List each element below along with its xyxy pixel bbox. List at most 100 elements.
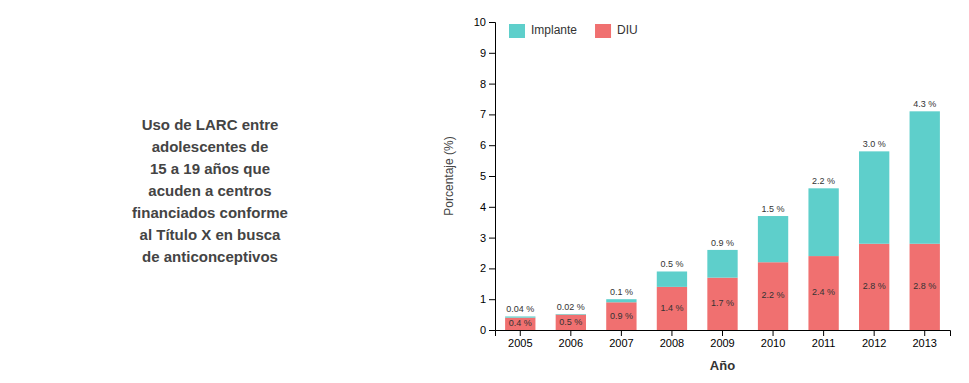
tick: 1 [480, 293, 495, 305]
tick: 2007 [609, 330, 633, 349]
bar [859, 244, 889, 330]
tick-label: 2008 [660, 337, 684, 349]
tick-label: 2009 [710, 337, 734, 349]
bars [505, 111, 940, 330]
tick-mark [570, 330, 571, 336]
data-label: 0.4 % [509, 318, 532, 328]
tick-mark [489, 330, 495, 331]
data-label: 2.8 % [913, 281, 936, 291]
tick-mark [874, 330, 875, 336]
bar [657, 287, 687, 330]
tick-label: 5 [480, 170, 486, 182]
bar [505, 318, 535, 330]
data-label: 1.4 % [660, 303, 683, 313]
bar [606, 302, 636, 330]
series-labels: 0.04 %0.02 %0.1 %0.5 %0.9 %1.5 %2.2 %3.0… [506, 99, 936, 314]
legend-label: Implante [531, 23, 577, 37]
data-label: 0.02 % [557, 302, 585, 312]
tick: 2 [480, 262, 495, 274]
tick: 6 [480, 139, 495, 151]
tick-mark [489, 145, 495, 146]
tick: 8 [480, 78, 495, 90]
y-axis: 0 1 2 3 4 5 6 7 8 9 10 [474, 16, 496, 336]
axis-line [496, 331, 951, 337]
data-label: 2.2 % [762, 290, 785, 300]
tick-mark [489, 22, 495, 23]
tick: 4 [480, 201, 495, 213]
tick-label: 2012 [862, 337, 886, 349]
tick-label: 2005 [508, 337, 532, 349]
x-axis-title: Año [710, 358, 735, 373]
series-labels: 0.4 % 0.5 % 0.9 % 1.4 % 1.7 % 2.2 % 2.4 % 2.8 %… [509, 281, 936, 328]
tick-mark [489, 114, 495, 115]
data-label: 1.5 % [762, 204, 785, 214]
series [505, 244, 940, 330]
tick: 10 [474, 16, 495, 28]
bar [707, 250, 737, 278]
tick: 2009 [710, 330, 734, 349]
tick-mark [489, 176, 495, 177]
bar [859, 151, 889, 243]
data-label: 2.4 % [812, 287, 835, 297]
tick-label: 3 [480, 232, 486, 244]
tick: 2010 [761, 330, 785, 349]
data-label: 3.0 % [863, 139, 886, 149]
data-label: 0.04 % [506, 304, 534, 314]
data-label: 0.5 % [559, 317, 582, 327]
series [505, 111, 940, 317]
tick-mark [489, 53, 495, 54]
tick-mark [823, 330, 824, 336]
x-axis: 2005 2006 2007 2008 2009 2010 2011 2012 2013 [496, 330, 951, 349]
legend-item: DIU [595, 23, 638, 38]
tick-label: 7 [480, 108, 486, 120]
tick-label: 10 [474, 16, 486, 28]
tick-mark [671, 330, 672, 336]
title: Uso de LARC entreadolescentes de15 a 19 … [132, 115, 288, 264]
bar [758, 262, 788, 330]
bar [556, 315, 586, 330]
legend-swatch [509, 24, 525, 38]
tick: 2006 [559, 330, 583, 349]
tick-mark [489, 299, 495, 300]
bar [910, 244, 940, 330]
tick-label: 9 [480, 47, 486, 59]
bar [808, 188, 838, 256]
data-label: 0.5 % [660, 259, 683, 269]
tick: 2012 [862, 330, 886, 349]
bar [657, 271, 687, 286]
tick: 2013 [912, 330, 936, 349]
tick-mark [621, 330, 622, 336]
legend-label: DIU [617, 23, 638, 37]
tick-mark [722, 330, 723, 336]
tick-mark [489, 207, 495, 208]
data-label: 2.8 % [863, 281, 886, 291]
tick-mark [924, 330, 925, 336]
tick-label: 2011 [812, 337, 836, 349]
legend: Implante DIU [509, 23, 638, 38]
tick-label: 0 [480, 324, 486, 336]
tick-label: 2010 [761, 337, 785, 349]
tick: 3 [480, 232, 495, 244]
tick-mark [773, 330, 774, 336]
bar [910, 111, 940, 243]
bar [606, 299, 636, 302]
legend-item: Implante [509, 23, 577, 38]
data-labels: 0.4 % 0.5 % 0.9 % 1.4 % 1.7 % 2.2 % 2.4 % 2.8 %… [506, 99, 936, 328]
tick-mark [520, 330, 521, 336]
data-label: 4.3 % [913, 99, 936, 109]
tick-label: 8 [480, 78, 486, 90]
data-label: 0.9 % [610, 311, 633, 321]
bar [808, 256, 838, 330]
tick-label: 2 [480, 262, 486, 274]
tick-mark [489, 238, 495, 239]
chart: Uso de LARC entreadolescentes de15 a 19 … [0, 0, 969, 383]
tick: 2008 [660, 330, 684, 349]
data-label: 0.1 % [610, 287, 633, 297]
tick: 0 [480, 324, 495, 336]
tick-label: 4 [480, 201, 486, 213]
data-label: 1.7 % [711, 298, 734, 308]
bar [707, 278, 737, 330]
tick-mark [489, 268, 495, 269]
data-label: 2.2 % [812, 176, 835, 186]
tick-label: 2013 [912, 337, 936, 349]
